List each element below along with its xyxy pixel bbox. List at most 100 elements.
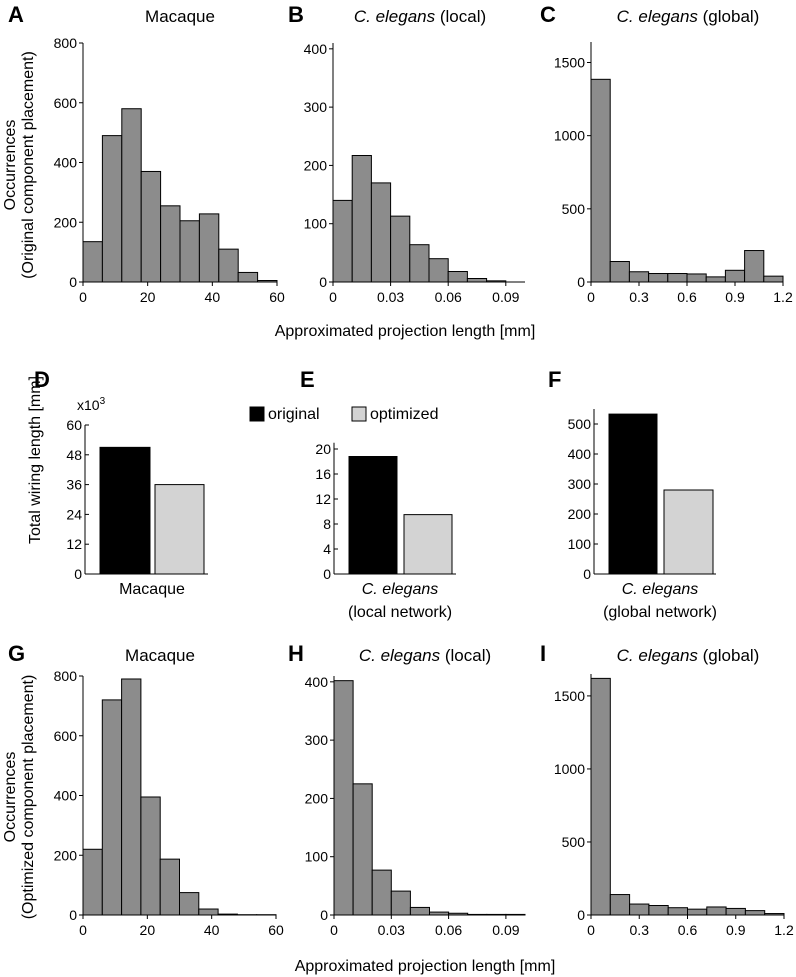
x-tick-label: 0.9	[726, 922, 746, 938]
histogram-bar	[629, 903, 650, 916]
histogram-bar	[140, 796, 161, 916]
histogram-bar	[466, 278, 488, 283]
y-tick-label: 0	[577, 274, 585, 290]
histogram-bar	[409, 244, 430, 283]
y-tick-label: 800	[54, 35, 78, 51]
panel-title-italic: C. elegans	[359, 646, 441, 665]
category-label: C. elegans	[622, 581, 699, 598]
x-tick-label: 0.6	[677, 289, 697, 305]
histogram-bar	[706, 906, 727, 916]
y-tick-label: 12	[66, 536, 82, 552]
legend-swatch-optimized	[351, 406, 367, 422]
bar-optimized	[663, 489, 714, 575]
x-tick-label: 40	[204, 922, 220, 938]
y-tick-label: 24	[66, 506, 82, 522]
y-tick-label: 20	[315, 441, 331, 457]
y-tick-label: 0	[583, 566, 591, 582]
y-tick-label: 400	[304, 41, 328, 57]
panel-label: E	[300, 367, 315, 392]
histogram-bar	[121, 678, 142, 916]
category-label: (global network)	[603, 604, 717, 621]
y-tick-label: 60	[66, 417, 82, 433]
panel-title-italic: C. elegans	[354, 7, 436, 26]
panel-label: F	[548, 367, 561, 392]
panel-title: Macaque	[125, 646, 195, 665]
legend: original optimized	[249, 406, 438, 423]
histogram-bar	[333, 680, 354, 916]
histogram-bar	[390, 215, 411, 283]
panel-label: I	[540, 641, 546, 666]
legend-swatch-original	[249, 406, 265, 422]
x-tick-label: 20	[140, 922, 156, 938]
y-tick-label: 200	[54, 847, 78, 863]
legend-label-optimized: optimized	[370, 406, 438, 423]
histogram-bar	[628, 271, 650, 283]
y-tick-label: 16	[315, 466, 331, 482]
panel-title-rest: (global)	[698, 646, 759, 665]
panel-title: C. elegans (local)	[354, 7, 486, 26]
x-tick-label: 0	[330, 922, 338, 938]
histogram-bar	[352, 783, 373, 916]
histogram-bar	[687, 908, 708, 916]
panel-c: C C. elegans (global) 0 0.3 0.6 0.9 1.2 0 500 100…	[540, 2, 793, 305]
panel-title: Macaque	[145, 7, 215, 26]
y-tick-label: 400	[54, 155, 78, 171]
y-tick-label: 1000	[554, 761, 585, 777]
panel-label: C	[540, 2, 556, 27]
y-tick-label: 100	[305, 849, 329, 865]
histogram-bar	[648, 905, 669, 916]
y-tick-label: 12	[315, 491, 331, 507]
y-tick-label: 300	[305, 732, 329, 748]
y-tick-label: 500	[562, 201, 586, 217]
x-tick-label: 60	[268, 922, 284, 938]
histogram-bar	[370, 182, 392, 283]
x-tick-label: 20	[140, 289, 156, 305]
panel-h: H C. elegans (local) 0 0.03 0.06 0.09 0 100 200 3…	[288, 641, 526, 938]
panel-label: A	[8, 2, 24, 27]
category-label: Macaque	[119, 581, 185, 598]
x-tick-label: 0.06	[435, 922, 462, 938]
x-tick-label: 0	[587, 922, 595, 938]
histogram-bar	[686, 273, 707, 283]
histogram-bar	[332, 199, 353, 283]
y-tick-label: 0	[319, 274, 327, 290]
multiplier-exponent: 3	[100, 396, 106, 407]
histogram-bar	[428, 258, 449, 283]
category-label: C. elegans	[362, 581, 439, 598]
y-tick-label: 4	[323, 541, 331, 557]
histogram-bar	[82, 848, 103, 916]
y-tick-label: 0	[320, 907, 328, 923]
histogram-bar	[648, 273, 669, 283]
histogram-bar	[237, 271, 259, 283]
x-axis-label-bottom: Approximated projection length [mm]	[295, 958, 556, 975]
x-tick-label: 0.03	[377, 289, 404, 305]
panel-title-italic: C. elegans	[617, 646, 699, 665]
y-tick-label: 0	[69, 907, 77, 923]
y-tick-label: 500	[562, 834, 586, 850]
y-tick-label: 200	[568, 506, 592, 522]
y-tick-label: 500	[568, 416, 592, 432]
y-tick-label: 400	[305, 674, 329, 690]
y-tick-label: 300	[304, 99, 328, 115]
histogram-bar	[198, 908, 219, 916]
histogram-bar	[609, 261, 630, 283]
x-tick-label: 0	[79, 289, 87, 305]
x-axis-label-top: Approximated projection length [mm]	[275, 323, 536, 340]
x-tick-label: 0	[79, 922, 87, 938]
axis-multiplier: x103	[77, 396, 106, 413]
panel-i: I C. elegans (global) 0 0.3 0.6 0.9 1.2 0 500 100…	[540, 641, 794, 938]
panel-title-rest: Macaque	[125, 646, 195, 665]
y-tick-label: 1500	[554, 688, 585, 704]
x-tick-label: 0.6	[678, 922, 698, 938]
x-tick-label: 0.09	[492, 289, 519, 305]
x-tick-label: 60	[269, 289, 285, 305]
panel-label: D	[34, 367, 50, 392]
histogram-bar	[351, 155, 372, 283]
x-tick-label: 1.2	[774, 922, 794, 938]
bar-original	[348, 456, 398, 575]
histogram-bar	[179, 892, 200, 916]
panel-label: G	[8, 641, 25, 666]
histogram-bar	[705, 276, 726, 283]
x-tick-label: 0.09	[492, 922, 519, 938]
